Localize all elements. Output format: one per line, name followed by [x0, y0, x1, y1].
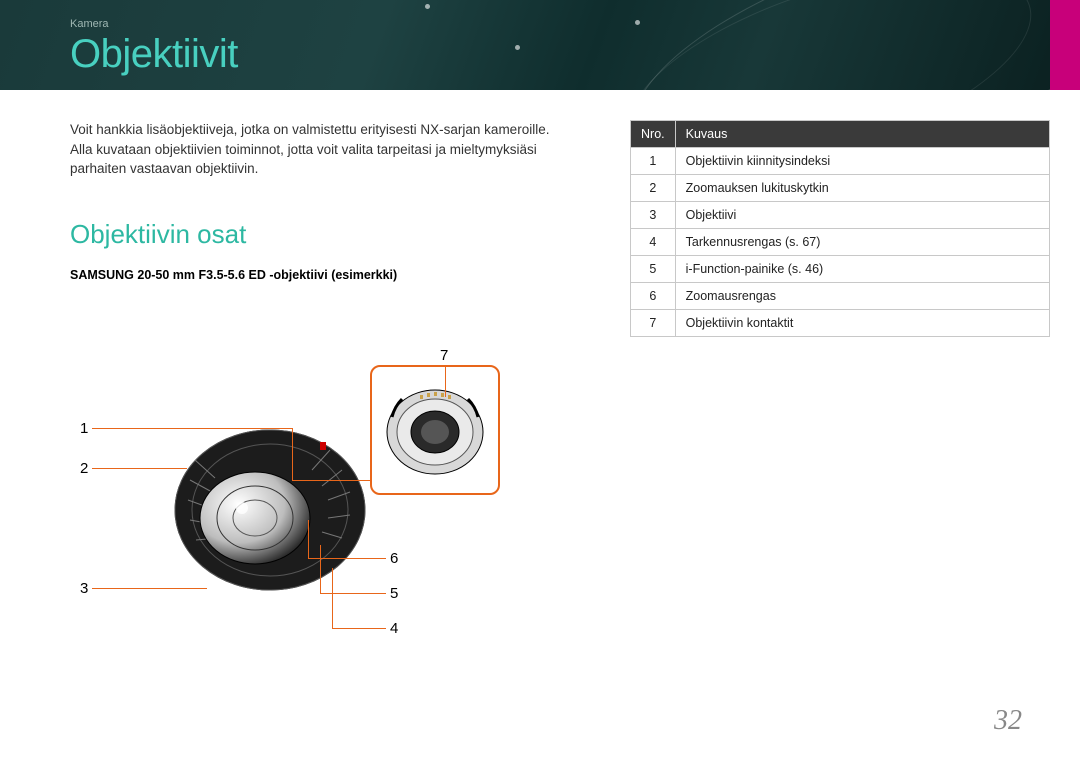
- cell-num: 7: [631, 310, 676, 337]
- breadcrumb: Kamera: [70, 18, 109, 30]
- cell-desc: Objektiivin kiinnitysindeksi: [675, 148, 1049, 175]
- leader-line: [292, 428, 293, 480]
- table-row: 6Zoomausrengas: [631, 283, 1050, 310]
- cell-desc: i-Function-painike (s. 46): [675, 256, 1049, 283]
- parts-table: Nro. Kuvaus 1Objektiivin kiinnitysindeks…: [630, 120, 1050, 337]
- leader-line: [320, 593, 386, 594]
- cell-desc: Zoomausrengas: [675, 283, 1049, 310]
- header-dot: [635, 20, 640, 25]
- leader-line: [92, 588, 207, 589]
- cell-num: 4: [631, 229, 676, 256]
- cell-num: 1: [631, 148, 676, 175]
- table-header-row: Nro. Kuvaus: [631, 121, 1050, 148]
- callout-3: 3: [80, 580, 88, 597]
- lens-diagram: 1 2 3 4 5 6 7: [70, 345, 570, 665]
- callout-5: 5: [390, 585, 398, 602]
- intro-paragraph: Voit hankkia lisäobjektiiveja, jotka on …: [70, 120, 570, 179]
- cell-num: 2: [631, 175, 676, 202]
- header-dot: [425, 4, 430, 9]
- cell-desc: Objektiivi: [675, 202, 1049, 229]
- page-title: Objektiivit: [70, 32, 238, 77]
- callout-7: 7: [440, 347, 448, 364]
- cell-desc: Objektiivin kontaktit: [675, 310, 1049, 337]
- lens-rear-inset: [370, 365, 500, 495]
- col-header-description: Kuvaus: [675, 121, 1049, 148]
- leader-line: [308, 520, 309, 558]
- leader-line: [332, 568, 333, 628]
- section-tab: [1050, 0, 1080, 90]
- table-row: 2Zoomauksen lukituskytkin: [631, 175, 1050, 202]
- leader-line: [92, 428, 292, 429]
- page-number: 32: [994, 705, 1022, 737]
- col-header-number: Nro.: [631, 121, 676, 148]
- callout-2: 2: [80, 460, 88, 477]
- cell-num: 6: [631, 283, 676, 310]
- table-row: 3Objektiivi: [631, 202, 1050, 229]
- callout-1: 1: [80, 420, 88, 437]
- leader-line: [292, 480, 370, 481]
- cell-num: 3: [631, 202, 676, 229]
- table-row: 1Objektiivin kiinnitysindeksi: [631, 148, 1050, 175]
- callout-6: 6: [390, 550, 398, 567]
- leader-line: [332, 628, 386, 629]
- lens-rear-illustration: [372, 367, 498, 493]
- cell-desc: Tarkennusrengas (s. 67): [675, 229, 1049, 256]
- cell-num: 5: [631, 256, 676, 283]
- lens-illustration: [160, 400, 370, 610]
- leader-line: [92, 468, 187, 469]
- leader-line: [320, 545, 321, 593]
- header-dot: [515, 45, 520, 50]
- table-row: 5i-Function-painike (s. 46): [631, 256, 1050, 283]
- cell-desc: Zoomauksen lukituskytkin: [675, 175, 1049, 202]
- table-row: 7Objektiivin kontaktit: [631, 310, 1050, 337]
- callout-4: 4: [390, 620, 398, 637]
- table-row: 4Tarkennusrengas (s. 67): [631, 229, 1050, 256]
- leader-line: [445, 365, 446, 397]
- content-area: Voit hankkia lisäobjektiiveja, jotka on …: [70, 120, 1020, 282]
